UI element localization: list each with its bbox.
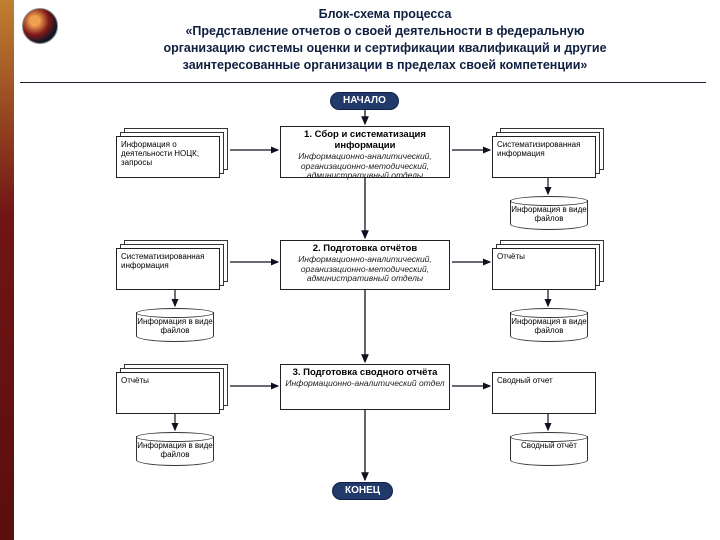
datastore-3r: Сводный отчёт (510, 432, 588, 468)
datastore-2l: Информация в виде файлов (136, 308, 214, 344)
process-sub: Информационно-аналитический отдел (285, 379, 445, 389)
process-1: 1. Сбор и систематизация информации Инфо… (280, 126, 450, 178)
doc-output-3: Сводный отчет (492, 364, 606, 414)
page-title: Блок-схема процесса «Представление отчет… (70, 6, 700, 74)
doc-input-3: Отчёты (116, 364, 230, 414)
datastore-label: Информация в виде файлов (510, 206, 588, 224)
process-2: 2. Подготовка отчётов Информационно-анал… (280, 240, 450, 290)
doc-label: Сводный отчет (492, 372, 596, 414)
doc-label: Систематизированная информация (492, 136, 596, 178)
process-sub: Информационно-аналитический, организацио… (285, 152, 445, 181)
left-accent-bar (0, 0, 14, 540)
logo-icon (22, 8, 58, 44)
flowchart-canvas: НАЧАЛО Информация о деятельности НОЦК; з… (20, 90, 706, 530)
doc-label: Отчёты (492, 248, 596, 290)
title-line: заинтересованные организации в пределах … (70, 57, 700, 74)
datastore-3l: Информация в виде файлов (136, 432, 214, 468)
datastore-label: Сводный отчёт (510, 442, 588, 451)
doc-output-2: Отчёты (492, 240, 606, 290)
terminal-end: КОНЕЦ (332, 482, 393, 500)
title-line: организацию системы оценки и сертификаци… (70, 40, 700, 57)
doc-label: Отчёты (116, 372, 220, 414)
doc-label: Информация о деятельности НОЦК; запросы (116, 136, 220, 178)
process-3: 3. Подготовка сводного отчёта Информацио… (280, 364, 450, 410)
process-sub: Информационно-аналитический, организацио… (285, 255, 445, 284)
divider (20, 82, 706, 83)
datastore-2r: Информация в виде файлов (510, 308, 588, 344)
doc-label: Систематизированная информация (116, 248, 220, 290)
terminal-start: НАЧАЛО (330, 92, 399, 110)
datastore-label: Информация в виде файлов (136, 442, 214, 460)
process-title: 1. Сбор и систематизация информации (285, 130, 445, 152)
doc-input-2: Систематизированная информация (116, 240, 230, 290)
title-line: «Представление отчетов о своей деятельно… (70, 23, 700, 40)
title-line: Блок-схема процесса (70, 6, 700, 23)
datastore-label: Информация в виде файлов (136, 318, 214, 336)
doc-output-1: Систематизированная информация (492, 128, 606, 178)
datastore-label: Информация в виде файлов (510, 318, 588, 336)
doc-input-1: Информация о деятельности НОЦК; запросы (116, 128, 230, 178)
datastore-1: Информация в виде файлов (510, 196, 588, 232)
